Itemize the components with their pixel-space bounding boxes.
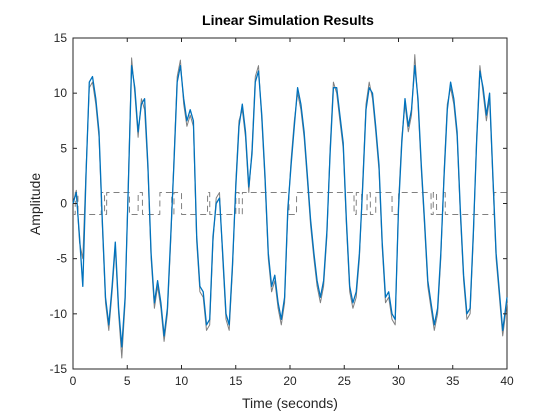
series-layer	[72, 54, 508, 359]
y-tick-label: 15	[54, 31, 68, 45]
y-tick-label: -5	[56, 252, 67, 266]
y-axis: -15 -10 -5 0 5 10 15	[50, 31, 507, 376]
x-tick-label: 30	[392, 374, 406, 388]
x-tick-label: 5	[124, 374, 131, 388]
axes-box	[72, 37, 508, 370]
x-tick-label: 20	[283, 374, 297, 388]
series-line-response	[72, 64, 508, 348]
x-tick-label: 10	[175, 374, 189, 388]
y-tick-label: 10	[54, 86, 68, 100]
series-line-input	[73, 192, 507, 215]
y-tick-label: -15	[50, 362, 68, 376]
y-tick-label: -10	[50, 307, 68, 321]
x-axis-label: Time (seconds)	[242, 395, 338, 411]
x-tick-label: 0	[70, 374, 77, 388]
x-tick-label: 35	[446, 374, 460, 388]
y-axis-label: Amplitude	[27, 173, 43, 235]
x-tick-label: 40	[500, 374, 514, 388]
y-tick-label: 0	[60, 197, 67, 211]
x-tick-label: 25	[338, 374, 352, 388]
chart-title: Linear Simulation Results	[202, 12, 374, 28]
plot-area: 0 5 10 15 20 25 30 35 40 -15 -10 -5 0 5 10 15	[50, 31, 514, 388]
y-tick-label: 5	[60, 141, 67, 155]
x-tick-label: 15	[229, 374, 243, 388]
x-axis: 0 5 10 15 20 25 30 35 40	[70, 38, 514, 388]
